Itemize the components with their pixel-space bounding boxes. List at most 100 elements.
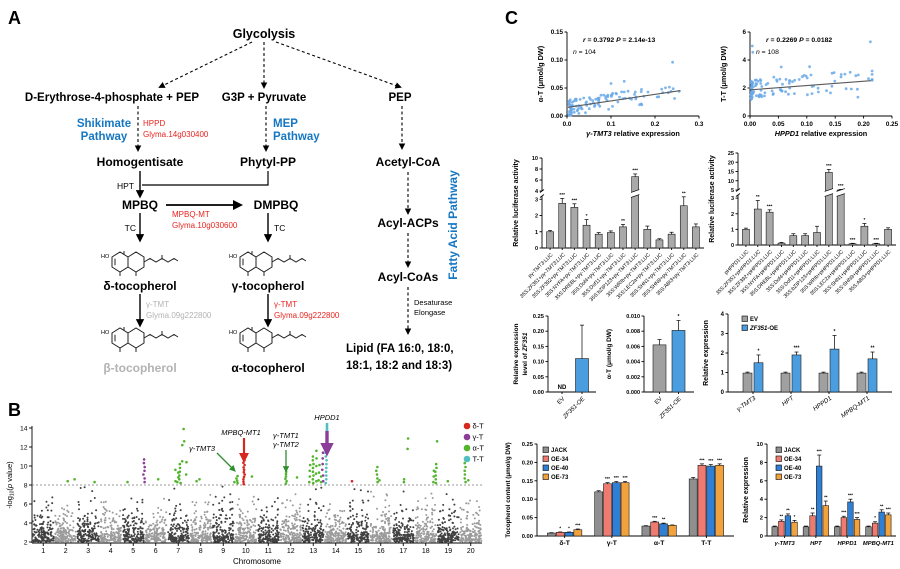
svg-text:0.008: 0.008: [626, 329, 640, 335]
svg-text:*: *: [758, 348, 760, 354]
svg-text:***: ***: [841, 510, 846, 515]
svg-text:0.25: 0.25: [522, 442, 534, 448]
node-acylcoas: Acyl-CoAs: [378, 270, 439, 284]
svg-text:γ-TMT3: γ-TMT3: [735, 395, 757, 413]
svg-text:0.3: 0.3: [695, 121, 704, 128]
svg-text:13: 13: [309, 548, 317, 555]
node-pep: PEP: [388, 92, 411, 104]
panel-c-label: C: [505, 8, 518, 28]
svg-text:JACK: JACK: [784, 448, 801, 454]
lipid-label: Lipid (FA 16:0, 18:0,: [346, 343, 454, 355]
svg-text:γ-TMT3 relative expression: γ-TMT3 relative expression: [586, 129, 680, 138]
svg-text:10: 10: [532, 156, 538, 162]
svg-text:1: 1: [721, 371, 725, 377]
svg-text:6: 6: [154, 548, 158, 555]
svg-text:γ-TMT3: γ-TMT3: [189, 444, 216, 453]
node-delta-tocopherol: δ-tocopherol: [103, 279, 176, 293]
svg-text:**: **: [756, 194, 760, 200]
svg-text:0.15: 0.15: [829, 121, 842, 128]
svg-text:**: **: [824, 495, 828, 500]
svg-text:2: 2: [731, 212, 734, 218]
tc-enzyme-label: TC: [274, 223, 285, 233]
svg-text:0.15: 0.15: [533, 344, 545, 350]
svg-text:γ-TMT3: γ-TMT3: [774, 541, 795, 547]
svg-text:Relative luciferase activity: Relative luciferase activity: [513, 159, 520, 247]
svg-text:MPBQ-MT1: MPBQ-MT1: [221, 428, 261, 437]
gtmt-gene-label-red: γ-TMT: [274, 300, 297, 309]
node-gamma-tocopherol: γ-tocopherol: [232, 279, 305, 293]
svg-text:4: 4: [760, 497, 764, 503]
ho-label: HO: [101, 330, 110, 336]
node-glycolysis: Glycolysis: [233, 27, 296, 41]
svg-text:0.004: 0.004: [626, 360, 641, 366]
svg-text:10: 10: [728, 179, 734, 185]
svg-text:15: 15: [354, 548, 362, 555]
svg-text:8: 8: [535, 167, 538, 173]
svg-text:0.0: 0.0: [563, 121, 572, 128]
svg-text:4: 4: [535, 189, 539, 195]
chart-content: 0.00 0.05 0.10 0.15 0.20 0.25 0 2 4 6 r = 0.2269 P…: [719, 29, 899, 138]
svg-text:1: 1: [535, 230, 538, 236]
shikimate-pathway-label: Pathway: [81, 131, 128, 143]
svg-text:n = 104: n = 104: [573, 49, 596, 56]
svg-text:6: 6: [24, 501, 28, 508]
svg-text:**: **: [880, 503, 884, 508]
svg-text:*: *: [586, 213, 588, 219]
fatty-acid-pathway-label: Fatty Acid Pathway: [446, 170, 460, 280]
ev-oe-expression-chart: 0 1 2 3 4 * γ-TMT3 *** HPT * HPPD1 ** MPBQ-MT1 EV ZF35…: [703, 312, 892, 420]
pathway-diagram: HO HO HO HO Glycolysis D-Erythrose-4-pho…: [25, 27, 460, 375]
desaturase-label: Desaturase: [414, 298, 452, 307]
svg-text:2: 2: [24, 539, 28, 546]
svg-text:***: ***: [605, 476, 610, 481]
svg-text:OE-73: OE-73: [551, 475, 569, 481]
tocopherol-content-chart: 0.000.050.100.150.200.25* ****δ-T*** *** **…: [505, 442, 734, 547]
svg-text:0: 0: [721, 390, 725, 396]
svg-text:T-T (μmol/g DW): T-T (μmol/g DW): [719, 45, 728, 102]
svg-text:2: 2: [721, 351, 725, 357]
chart-content: 0 1 2 3 4 * γ-TMT3 *** HPT * HPPD1 ** MPBQ-MT1 EV ZF35…: [703, 312, 892, 420]
svg-text:0: 0: [760, 534, 763, 540]
oe-lines-expression-chart: 0246810*****γ-TMT3*******HPT*********HPP…: [743, 442, 896, 547]
ho-label: HO: [101, 254, 110, 260]
svg-text:-log10(p value): -log10(p value): [5, 461, 16, 509]
svg-text:0.00: 0.00: [522, 534, 533, 540]
svg-text:HPDD1: HPDD1: [314, 413, 339, 422]
svg-text:δ-T: δ-T: [559, 540, 570, 547]
svg-text:**: **: [621, 218, 625, 224]
chart-content: 0246810*****γ-TMT3*******HPT*********HPP…: [743, 442, 896, 547]
svg-text:***: ***: [794, 346, 800, 352]
svg-text:OE-73: OE-73: [784, 475, 802, 481]
svg-text:***: ***: [575, 523, 580, 528]
svg-text:0.05: 0.05: [522, 516, 534, 522]
svg-text:7: 7: [176, 548, 180, 555]
ho-label: HO: [229, 330, 238, 336]
svg-text:5: 5: [731, 188, 734, 194]
svg-text:12: 12: [20, 444, 28, 451]
svg-text:*: *: [874, 515, 876, 520]
lipid-label: 18:1, 18:2 and 18:3): [346, 360, 452, 372]
svg-text:0.05: 0.05: [551, 85, 564, 92]
svg-text:0.006: 0.006: [626, 344, 640, 350]
node-phytylpp: Phytyl-PP: [240, 155, 296, 169]
svg-text:3: 3: [731, 196, 734, 202]
svg-text:0.10: 0.10: [522, 497, 533, 503]
svg-text:0: 0: [535, 246, 538, 252]
svg-text:9: 9: [221, 548, 225, 555]
tocopherol-structures: HO HO HO HO: [101, 250, 307, 353]
svg-text:*: *: [794, 514, 796, 519]
svg-text:0.20: 0.20: [533, 329, 544, 335]
svg-text:6: 6: [760, 479, 764, 485]
svg-text:ZF351-OE: ZF351-OE: [562, 395, 587, 420]
svg-text:r = 0.2269 P = 0.0182: r = 0.2269 P = 0.0182: [766, 37, 832, 44]
svg-text:16: 16: [377, 548, 385, 555]
hppd-gene-id: Glyma.14g030400: [143, 130, 209, 139]
gtmt-gene-id-gray: Glyma.09g222800: [146, 311, 212, 320]
svg-text:0.002: 0.002: [626, 375, 640, 381]
svg-text:0.10: 0.10: [533, 360, 544, 366]
node-e4p: D-Erythrose-4-phosphate + PEP: [25, 92, 199, 104]
svg-text:***: ***: [767, 203, 773, 209]
svg-text:α-T (μmol/g DW): α-T (μmol/g DW): [536, 45, 545, 102]
